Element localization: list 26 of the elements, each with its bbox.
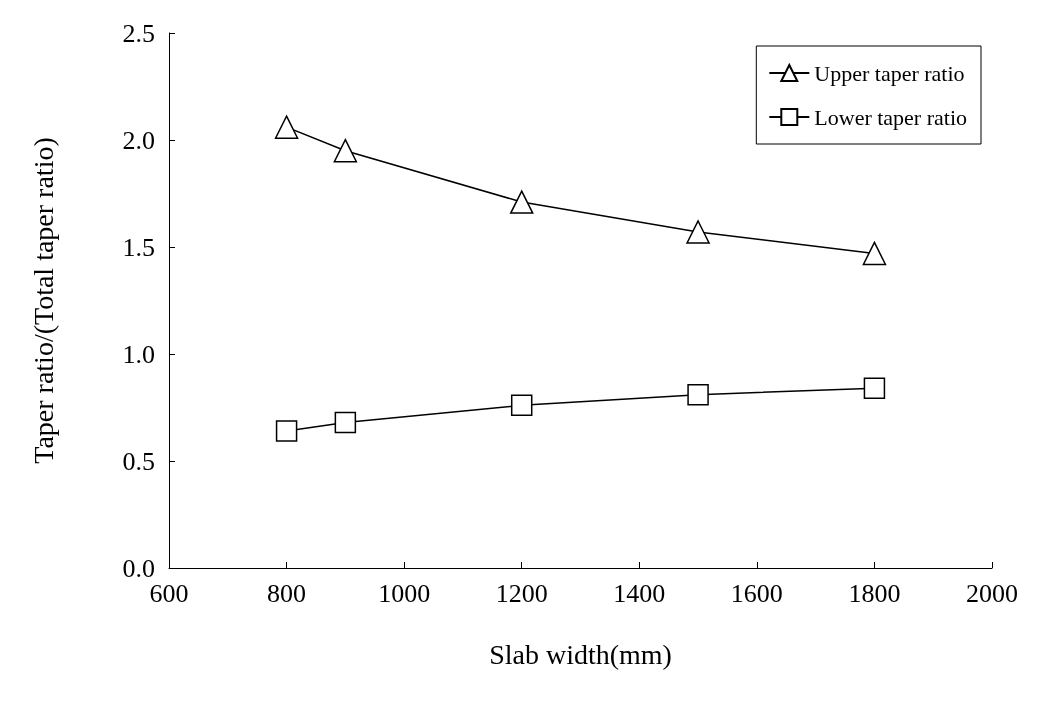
x-axis-title: Slab width(mm)	[489, 638, 672, 670]
x-tick-label: 800	[267, 578, 307, 608]
x-tick-label: 1400	[613, 578, 666, 608]
x-tick-label: 1000	[378, 578, 431, 608]
legend-label: Upper taper ratio	[814, 60, 965, 86]
x-tick-label: 1200	[495, 578, 548, 608]
point	[274, 115, 299, 139]
y-axis-title: Taper ratio/(Total taper ratio)	[27, 137, 59, 464]
x-tick-label: 1800	[848, 578, 901, 608]
legend-label: Lower taper ratio	[814, 104, 967, 130]
x-tick-label: 1600	[730, 578, 783, 608]
y-tick-label: 2.0	[122, 125, 155, 155]
y-tick-label: 2.5	[122, 18, 155, 48]
point	[862, 241, 887, 266]
point	[510, 394, 533, 417]
y-tick-label: 0.5	[122, 446, 155, 476]
point	[863, 377, 886, 399]
y-tick-label: 1.0	[122, 339, 155, 369]
point	[687, 383, 709, 406]
x-tick-label: 2000	[966, 578, 1018, 608]
point	[686, 220, 710, 244]
point	[509, 190, 534, 214]
point	[334, 411, 357, 434]
point	[333, 138, 358, 163]
y-tick-label: 1.5	[122, 232, 155, 262]
point	[275, 420, 298, 442]
